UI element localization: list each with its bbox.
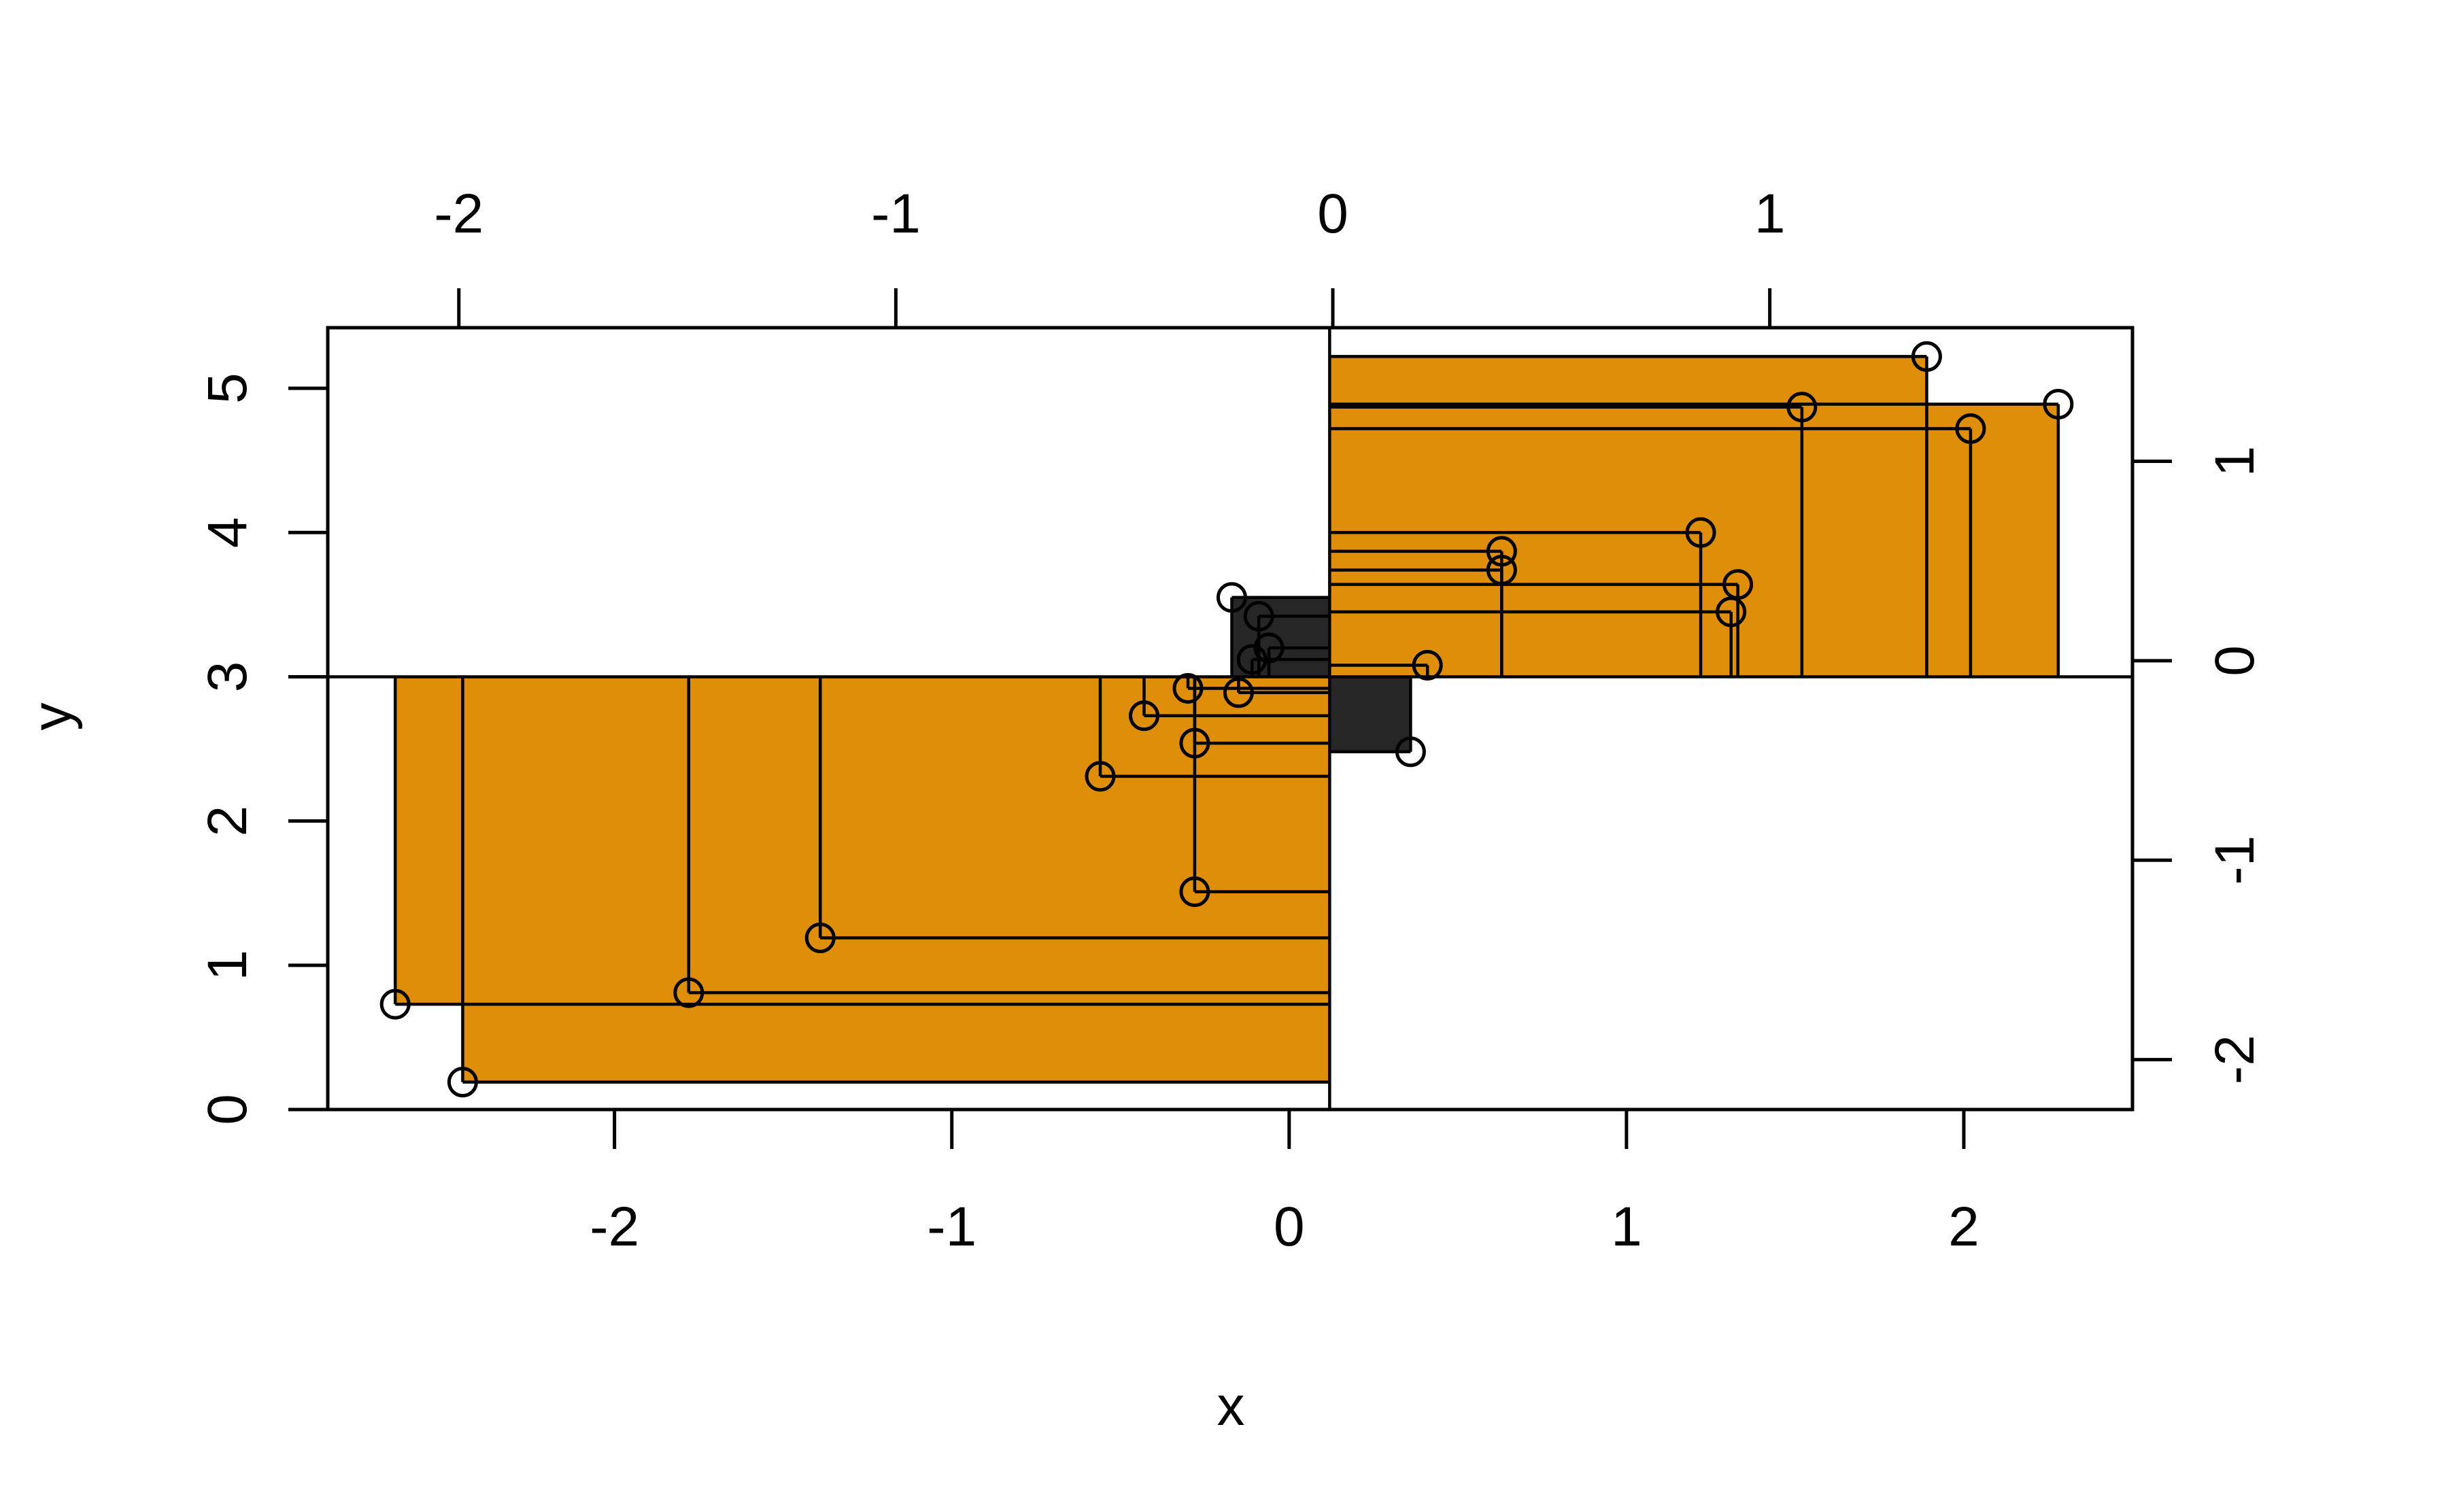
bottom-tick-label-3: 1 <box>1611 1196 1642 1258</box>
data-point-16 <box>1223 677 1254 708</box>
left-tick-label-4: 4 <box>197 517 258 548</box>
bottom-tick-label-1: -1 <box>927 1196 976 1258</box>
data-point-9 <box>1412 649 1443 681</box>
data-point-20 <box>1179 876 1210 908</box>
left-tick-label-3: 3 <box>197 662 258 693</box>
data-point-11 <box>1216 582 1247 613</box>
data-point-7 <box>1722 569 1754 600</box>
data-point-2 <box>1786 392 1818 423</box>
covariance-rect-24 <box>1329 665 1428 677</box>
data-point-19 <box>1085 761 1116 792</box>
data-point-15 <box>1172 672 1204 704</box>
data-point-10 <box>1395 736 1426 768</box>
rectangle-fill-layer <box>395 356 2058 1082</box>
right-tick-label-3: 1 <box>2204 446 2266 477</box>
top-tick-label-0: -2 <box>434 183 483 245</box>
axes-layer: -2 -1 0 1 2 0 1 2 3 4 5 -2 -1 0 1 -2 -1 0 1 <box>197 183 2266 1258</box>
data-point-5 <box>1486 536 1517 567</box>
top-tick-label-3: 1 <box>1754 183 1786 245</box>
data-point-14 <box>1236 644 1268 675</box>
data-point-18 <box>1179 727 1210 759</box>
data-point-0 <box>1911 341 1942 372</box>
bottom-tick-label-2: 0 <box>1274 1196 1305 1258</box>
connector-line-layer <box>393 355 2060 1084</box>
left-tick-label-0: 0 <box>197 1094 258 1125</box>
data-point-23 <box>379 989 411 1020</box>
data-point-17 <box>1129 700 1160 732</box>
top-tick-label-2: 0 <box>1317 183 1348 245</box>
x-axis-title: x <box>1217 1375 1245 1437</box>
data-point-1 <box>2043 388 2074 419</box>
right-tick-label-1: -1 <box>2204 836 2266 885</box>
point-layer <box>379 341 2074 1098</box>
y-axis-title: y <box>21 703 83 731</box>
data-point-22 <box>673 977 704 1008</box>
covariance-rect-18 <box>1329 676 1411 752</box>
top-tick-label-1: -1 <box>871 183 921 245</box>
data-point-21 <box>804 923 836 954</box>
bottom-tick-label-4: 2 <box>1948 1196 1979 1258</box>
left-tick-label-5: 5 <box>197 373 258 404</box>
bottom-tick-label-0: -2 <box>590 1196 639 1258</box>
data-point-3 <box>1955 413 1986 445</box>
data-point-6 <box>1486 554 1517 585</box>
left-tick-label-1: 1 <box>197 950 258 981</box>
data-point-8 <box>1716 596 1747 628</box>
data-point-4 <box>1685 517 1716 548</box>
data-point-12 <box>1243 600 1274 632</box>
left-tick-label-2: 2 <box>197 806 258 837</box>
right-tick-label-2: 0 <box>2204 645 2266 676</box>
data-point-24 <box>447 1067 478 1098</box>
right-tick-label-0: -2 <box>2204 1035 2266 1084</box>
